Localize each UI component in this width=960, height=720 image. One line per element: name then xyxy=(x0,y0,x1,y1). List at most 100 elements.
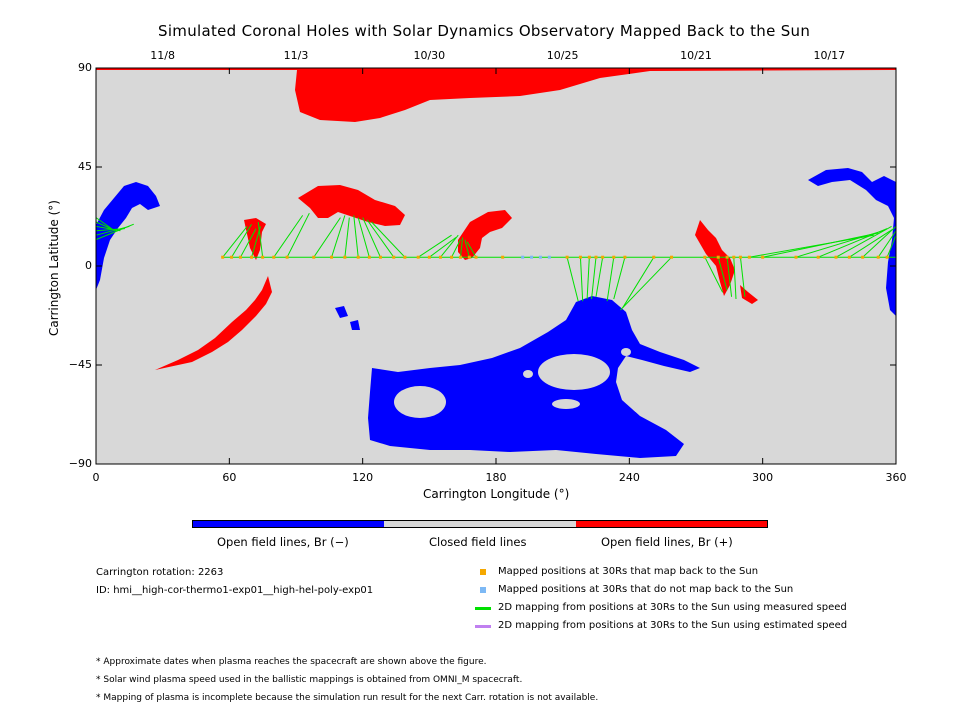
mapped-position-point xyxy=(312,255,316,259)
colorbar-closed xyxy=(384,520,576,528)
top-date-label: 10/30 xyxy=(413,49,446,62)
y-axis-label: Carrington Latitude (°) xyxy=(47,200,61,336)
mapped-position-point xyxy=(450,255,454,259)
mapped-position-point xyxy=(330,255,334,259)
mapped-position-point xyxy=(261,255,265,259)
carrington-rotation: Carrington rotation: 2263 xyxy=(96,567,224,578)
mapped-position-point xyxy=(876,255,880,259)
closed-island-c xyxy=(552,399,580,409)
colorbar-label-negative: Open field lines, Br (−) xyxy=(217,535,349,549)
mapping-line-measured xyxy=(586,257,590,300)
mapping-line-measured xyxy=(835,225,892,258)
mapped-position-point xyxy=(861,255,865,259)
small-hole-negative-b xyxy=(350,320,360,330)
colorbar-frame xyxy=(192,520,768,528)
colorbar-label-positive: Open field lines, Br (+) xyxy=(601,535,733,549)
mapped-position-point xyxy=(670,255,674,259)
mapping-line-measured xyxy=(849,228,895,258)
mapped-position-point xyxy=(343,255,347,259)
mapping-line-measured xyxy=(622,256,655,309)
top-date-label: 10/17 xyxy=(813,49,846,62)
mapping-line-measured xyxy=(566,257,579,302)
mapped-position-point xyxy=(230,255,234,259)
mapped-position-point xyxy=(738,255,742,259)
mapping-line-measured xyxy=(417,234,452,258)
y-tick-label: −90 xyxy=(68,457,92,470)
x-tick-label: 0 xyxy=(92,471,100,484)
x-tick-label: 240 xyxy=(618,471,640,484)
mapped-position-point xyxy=(250,255,254,259)
mapped-position-point xyxy=(458,255,462,259)
x-tick-label: 120 xyxy=(352,471,374,484)
mapping-line-measured xyxy=(451,239,461,258)
mapping-line-measured xyxy=(620,256,672,311)
mapped-position-point xyxy=(703,255,707,259)
footnote-2: * Solar wind plasma speed used in the ba… xyxy=(96,675,523,685)
colorbar-open-positive xyxy=(576,520,768,528)
legend-unmapped-label: Mapped positions at 30Rs that do not map… xyxy=(498,584,794,595)
x-tick-label: 60 xyxy=(222,471,237,484)
north-west-hole-negative xyxy=(96,182,160,290)
mapping-line-measured xyxy=(795,230,883,258)
mapped-position-point xyxy=(474,255,478,259)
mapped-position-point xyxy=(834,255,838,259)
mapped-position-point xyxy=(272,255,276,259)
mapping-line-measured xyxy=(286,212,310,258)
mapping-line-measured xyxy=(313,217,341,258)
mapping-line-measured xyxy=(606,257,615,302)
mapping-line-measured xyxy=(877,230,897,258)
closed-island-d xyxy=(523,370,533,378)
mapping-line-measured xyxy=(331,215,346,258)
mapping-line-measured xyxy=(459,237,464,258)
mapped-position-point xyxy=(285,255,289,259)
mapping-line-measured xyxy=(591,257,597,300)
unmapped-position-point xyxy=(547,255,551,259)
unmapped-position-point xyxy=(538,255,542,259)
x-tick-label: 360 xyxy=(885,471,907,484)
mapped-position-point xyxy=(623,255,627,259)
colorbar-open-negative xyxy=(192,520,384,528)
y-tick-label: −45 xyxy=(68,358,92,371)
x-axis-label: Carrington Longitude (°) xyxy=(423,487,570,501)
mapped-position-point xyxy=(847,255,851,259)
y-tick-label: 0 xyxy=(85,259,92,272)
equatorial-hole-positive-a xyxy=(298,185,405,226)
mapped-position-point xyxy=(816,255,820,259)
mapped-position-point xyxy=(885,255,889,259)
mapped-position-point xyxy=(594,255,598,259)
southern-tail-positive xyxy=(155,276,272,370)
legend-estimated-line xyxy=(475,625,491,628)
mapping-line-measured xyxy=(257,221,264,258)
mapped-position-point xyxy=(716,255,720,259)
small-hole-negative xyxy=(335,306,348,318)
mapped-position-point xyxy=(587,255,591,259)
mapping-line-measured xyxy=(733,257,737,300)
mapped-position-point xyxy=(578,255,582,259)
mapped-position-point xyxy=(221,255,225,259)
mapping-line-measured xyxy=(222,226,248,258)
north-east-hole-negative xyxy=(808,168,896,316)
mapping-line-measured xyxy=(273,215,304,258)
legend-measured-label: 2D mapping from positions at 30Rs to the… xyxy=(498,602,847,613)
mapped-position-point xyxy=(367,255,371,259)
mapping-line-measured xyxy=(818,228,888,258)
mapping-line-measured xyxy=(762,232,879,258)
top-date-label: 11/3 xyxy=(283,49,309,62)
mapping-line-measured xyxy=(95,217,112,230)
mapped-position-point xyxy=(416,255,420,259)
mapping-line-measured xyxy=(366,219,395,258)
mapping-line-measured xyxy=(440,234,459,258)
south-polar-hole-negative xyxy=(368,296,700,458)
mapped-position-point xyxy=(403,255,407,259)
footnote-1: * Approximate dates when plasma reaches … xyxy=(96,657,487,667)
colorbar-label-closed: Closed field lines xyxy=(429,535,527,549)
mapping-line-measured xyxy=(362,217,381,258)
closed-island-b xyxy=(538,354,610,390)
closed-island-e xyxy=(621,348,631,356)
mapping-line-measured xyxy=(357,217,370,258)
mapping-line-measured xyxy=(429,236,457,258)
mapping-line-measured xyxy=(95,223,134,241)
mapped-position-point xyxy=(601,255,605,259)
mapping-line-measured xyxy=(704,256,724,293)
